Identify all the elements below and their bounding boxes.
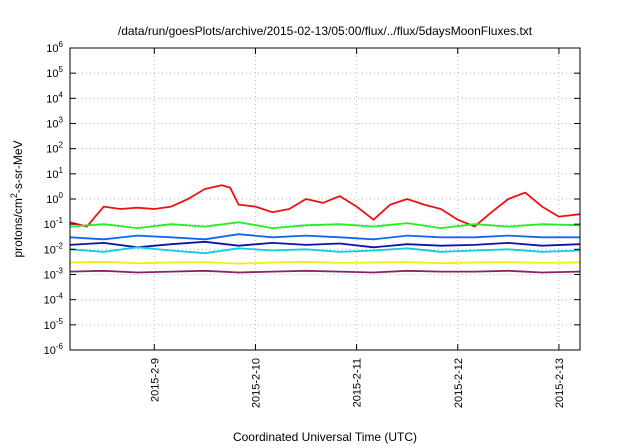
y-tick-label: 102 (46, 141, 63, 156)
y-axis-label: protons/cm2-s-sr-MeV (9, 140, 25, 257)
y-tick-label: 10-5 (44, 317, 64, 332)
y-axis-label-sup: 2 (9, 193, 19, 198)
y-tick-label: 104 (46, 90, 63, 105)
y-tick-label: 10-1 (44, 216, 64, 231)
y-axis-label-suffix: -s-sr-MeV (11, 140, 25, 193)
x-axis-ticks: 2015-2-9 2015-2-10 2015-2-11 2015-2-12 2015-… (149, 48, 566, 408)
y-tick-label: 10-4 (44, 292, 64, 307)
series-line-5 (69, 246, 581, 255)
y-tick-label: 105 (46, 65, 63, 80)
y-tick-label: 10-2 (44, 241, 64, 256)
series-line-7 (69, 269, 581, 274)
y-tick-label: 101 (46, 166, 63, 181)
y-tick-label: 10-3 (44, 267, 64, 282)
y-tick-label: 10-6 (44, 342, 64, 357)
y-tick-label: 106 (46, 40, 63, 55)
series-line-6 (69, 260, 581, 265)
x-axis-label: Coordinated Universal Time (UTC) (233, 430, 417, 444)
x-tick-label: 2015-2-10 (250, 358, 262, 408)
y-axis-ticks: 10-6 10-5 10-4 10-3 10-2 10-1 100 101 102 103 104 1… (44, 40, 580, 357)
series-line-2 (69, 221, 581, 230)
series-lines (69, 184, 581, 274)
y-tick-label: 100 (46, 191, 63, 206)
y-tick-label: 103 (46, 116, 63, 131)
x-tick-label: 2015-2-11 (352, 358, 364, 407)
grid (70, 47, 580, 351)
chart-title: /data/run/goesPlots/archive/2015-02-13/0… (118, 24, 533, 38)
x-tick-label: 2015-2-13 (554, 358, 566, 408)
x-tick-label: 2015-2-9 (149, 358, 161, 402)
series-line-3 (69, 233, 580, 241)
x-tick-label: 2015-2-12 (453, 358, 465, 408)
y-axis-label-prefix: protons/cm (11, 198, 25, 257)
series-line-1 (69, 184, 581, 228)
series-line-4 (69, 240, 581, 249)
